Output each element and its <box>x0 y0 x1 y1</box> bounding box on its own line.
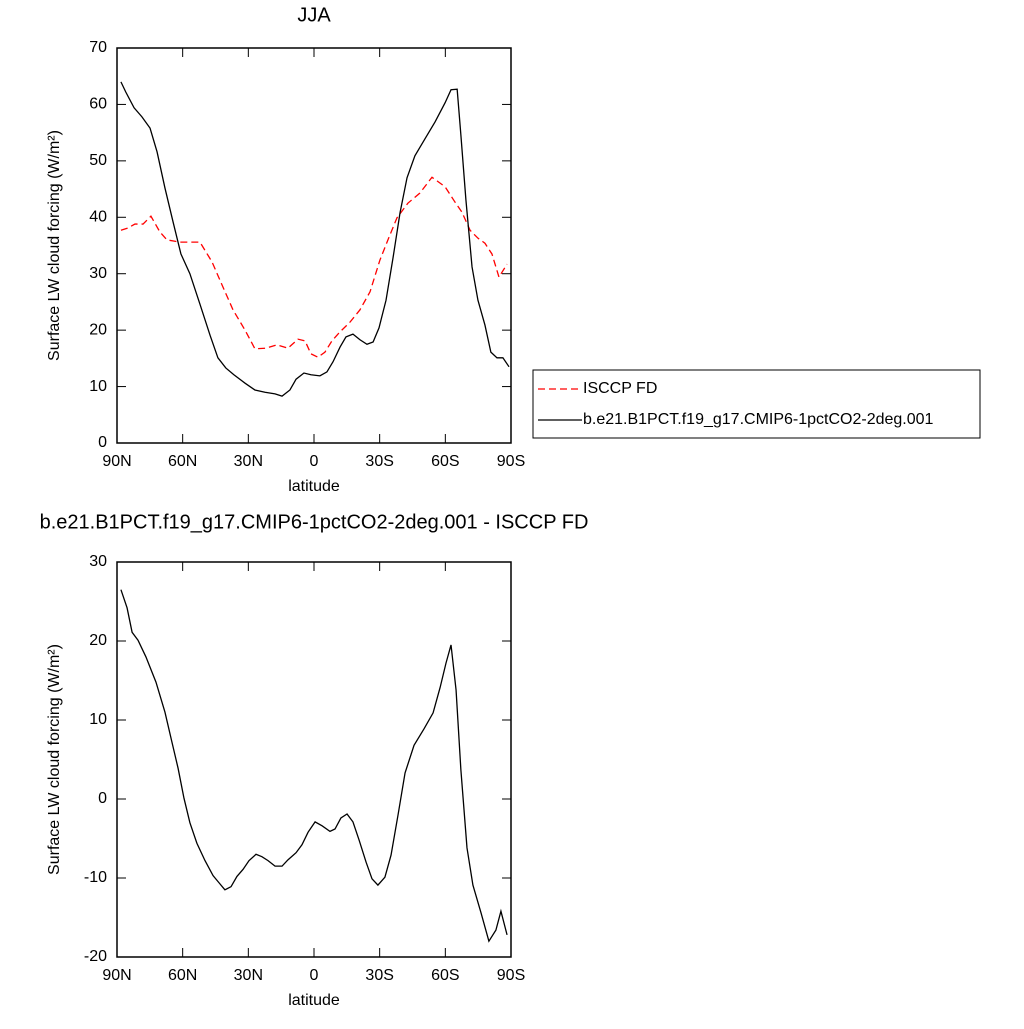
y-tick-label: 0 <box>98 790 107 807</box>
y-tick-label: 70 <box>89 39 107 56</box>
x-tick-label: 90S <box>497 453 525 470</box>
x-tick-label: 30N <box>234 967 263 984</box>
x-tick-label: 30S <box>365 967 393 984</box>
x-tick-label: 0 <box>310 967 319 984</box>
x-axis-label: latitude <box>288 478 340 495</box>
y-tick-label: -10 <box>84 869 107 886</box>
y-tick-label: 10 <box>89 711 107 728</box>
y-tick-label: 20 <box>89 632 107 649</box>
y-axis-label: Surface LW cloud forcing (W/m²) <box>46 130 63 361</box>
legend-label: ISCCP FD <box>583 380 657 397</box>
x-tick-label: 60N <box>168 453 197 470</box>
y-tick-label: 30 <box>89 553 107 570</box>
y-tick-label: 0 <box>98 434 107 451</box>
x-tick-label: 90N <box>102 453 131 470</box>
x-tick-label: 90S <box>497 967 525 984</box>
y-tick-label: 60 <box>89 96 107 113</box>
y-tick-label: 50 <box>89 152 107 169</box>
plot-frame <box>116 47 512 444</box>
data-line <box>120 176 508 358</box>
y-tick-label: -20 <box>84 948 107 965</box>
x-tick-label: 30N <box>234 453 263 470</box>
y-tick-label: 10 <box>89 378 107 395</box>
chart-title: JJA <box>297 4 331 26</box>
legend-label: b.e21.B1PCT.f19_g17.CMIP6-1pctCO2-2deg.0… <box>583 411 934 428</box>
x-axis-label: latitude <box>288 992 340 1009</box>
y-tick-label: 30 <box>89 265 107 282</box>
x-tick-label: 60S <box>431 967 459 984</box>
chart-title: b.e21.B1PCT.f19_g17.CMIP6-1pctCO2-2deg.0… <box>40 511 589 533</box>
data-line <box>120 81 510 397</box>
x-tick-label: 60N <box>168 967 197 984</box>
y-tick-label: 40 <box>89 209 107 226</box>
x-tick-label: 30S <box>365 453 393 470</box>
y-axis-label: Surface LW cloud forcing (W/m²) <box>46 644 63 875</box>
data-line <box>120 589 508 943</box>
x-tick-label: 0 <box>310 453 319 470</box>
y-tick-label: 20 <box>89 321 107 338</box>
legend-box <box>532 369 981 439</box>
x-tick-label: 60S <box>431 453 459 470</box>
x-tick-label: 90N <box>102 967 131 984</box>
